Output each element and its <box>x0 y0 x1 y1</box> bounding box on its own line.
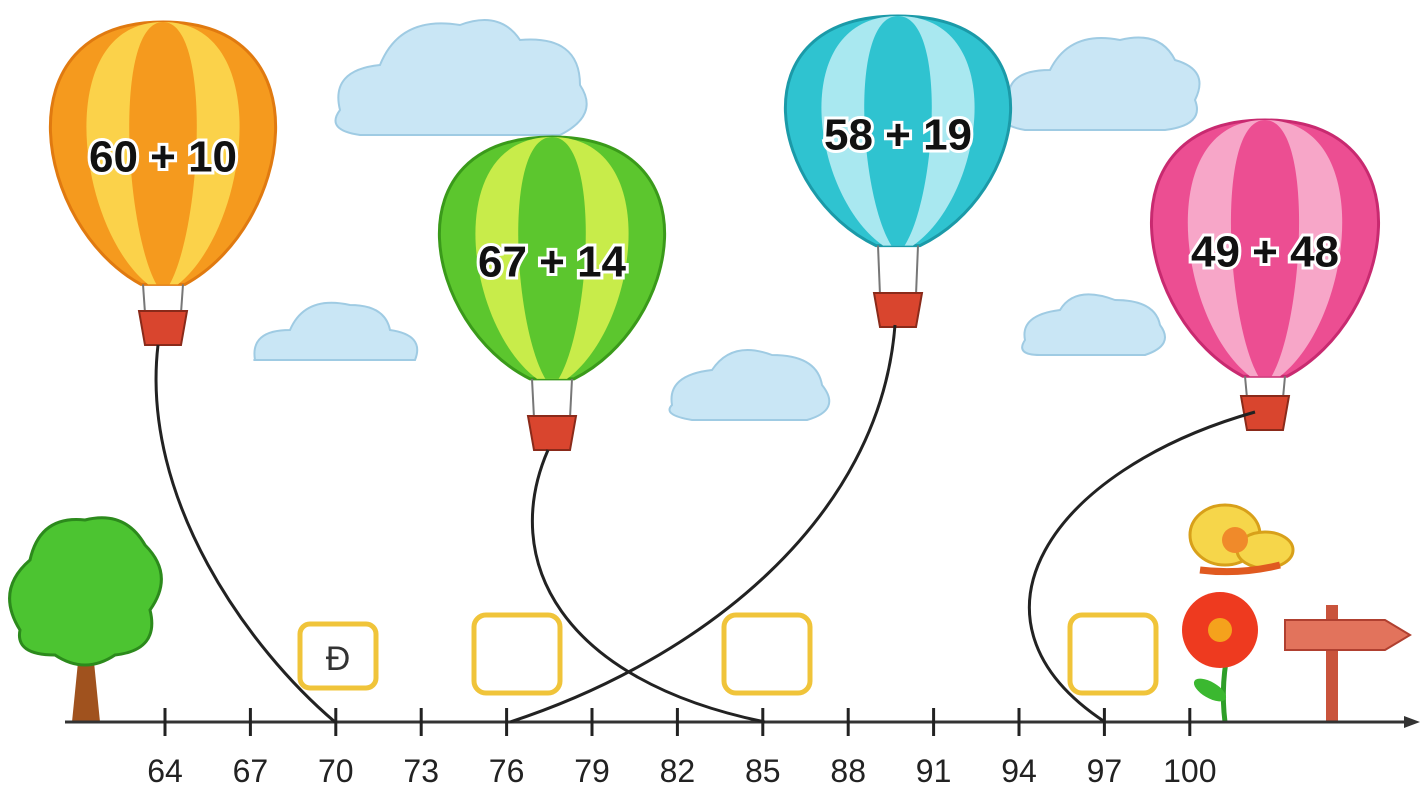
tick-label: 79 <box>574 753 610 787</box>
tick-label: 88 <box>830 753 866 787</box>
balloon-basket <box>528 416 576 450</box>
tick-label: 97 <box>1087 753 1123 787</box>
tick-label: 91 <box>916 753 952 787</box>
answer-box <box>474 615 560 693</box>
answer-text: Đ <box>326 640 351 678</box>
flower-center <box>1208 618 1232 642</box>
tick-label: 100 <box>1163 753 1216 787</box>
tick-label: 85 <box>745 753 781 787</box>
balloon-basket <box>874 293 922 327</box>
balloon-label: 58 + 19 <box>824 111 972 160</box>
tick-label: 64 <box>147 753 183 787</box>
wing-spot <box>1222 527 1248 553</box>
tick-label: 73 <box>403 753 439 787</box>
balloon-basket <box>139 311 187 345</box>
tick-label: 70 <box>318 753 354 787</box>
answer-box <box>724 615 810 693</box>
balloon-label: 67 + 14 <box>478 238 627 287</box>
tick-label: 94 <box>1001 753 1037 787</box>
scene: Đ 64 67 70 73 76 79 82 85 88 91 94 97 100 60 + 10 67 +… <box>0 0 1427 787</box>
tick-label: 82 <box>660 753 696 787</box>
tick-label: 76 <box>489 753 525 787</box>
answer-box <box>1070 615 1156 693</box>
balloon-label: 49 + 48 <box>1191 228 1339 277</box>
tick-label: 67 <box>233 753 269 787</box>
signpost-board <box>1285 620 1410 650</box>
balloon-label: 60 + 10 <box>89 133 237 182</box>
